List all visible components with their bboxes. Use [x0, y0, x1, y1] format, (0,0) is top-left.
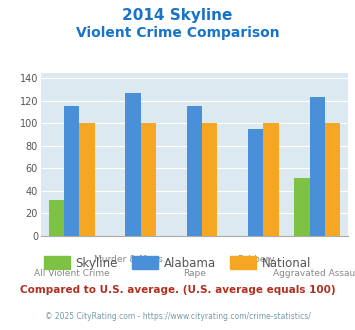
- Text: Robbery: Robbery: [237, 255, 274, 264]
- Text: Aggravated Assault: Aggravated Assault: [273, 269, 355, 278]
- Bar: [263, 123, 279, 236]
- Bar: [310, 97, 325, 236]
- Text: 2014 Skyline: 2014 Skyline: [122, 8, 233, 23]
- Text: © 2025 CityRating.com - https://www.cityrating.com/crime-statistics/: © 2025 CityRating.com - https://www.city…: [45, 312, 310, 321]
- Bar: [141, 123, 156, 236]
- Text: All Violent Crime: All Violent Crime: [34, 269, 109, 278]
- Bar: [125, 93, 141, 236]
- Bar: [49, 200, 64, 236]
- Bar: [79, 123, 94, 236]
- Text: Compared to U.S. average. (U.S. average equals 100): Compared to U.S. average. (U.S. average …: [20, 285, 335, 295]
- Bar: [294, 179, 310, 236]
- Text: Violent Crime Comparison: Violent Crime Comparison: [76, 26, 279, 40]
- Bar: [325, 123, 340, 236]
- Bar: [202, 123, 217, 236]
- Bar: [248, 129, 263, 236]
- Bar: [187, 106, 202, 236]
- Text: Murder & Mans...: Murder & Mans...: [94, 255, 171, 264]
- Text: Rape: Rape: [183, 269, 206, 278]
- Bar: [64, 106, 79, 236]
- Legend: Skyline, Alabama, National: Skyline, Alabama, National: [39, 252, 316, 275]
